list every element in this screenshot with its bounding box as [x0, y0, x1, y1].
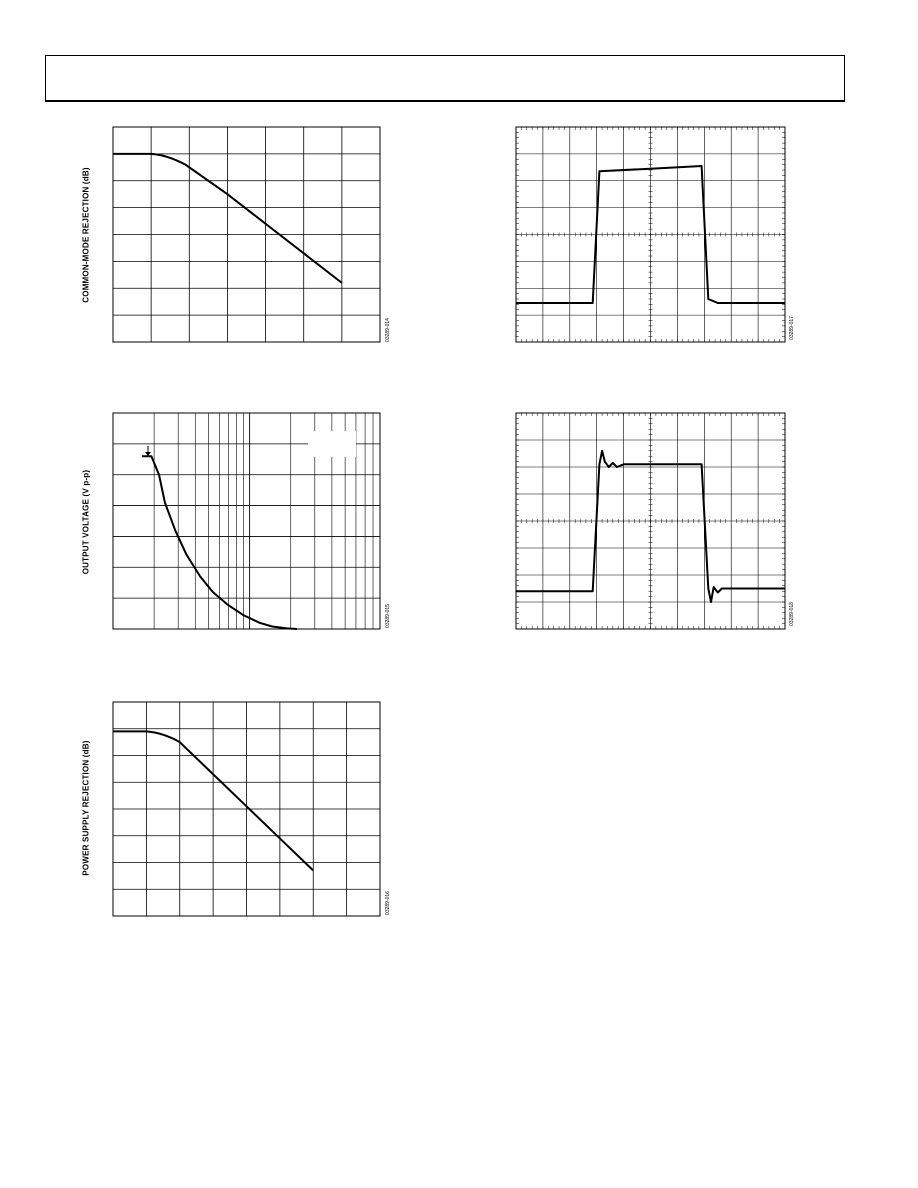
pulse-small-frame	[515, 412, 786, 630]
psr-series-line	[113, 730, 314, 872]
knee-arrowhead-icon	[145, 452, 151, 456]
page-header-box	[45, 55, 845, 102]
psr-frame	[112, 701, 381, 917]
psr-chart	[112, 701, 381, 917]
output-voltage-series-line	[142, 455, 298, 630]
cmr-series-line	[113, 152, 343, 284]
pulse-large-scope	[515, 126, 786, 343]
cmr-frame	[112, 126, 381, 343]
pulse-large-frame	[515, 126, 786, 343]
output-voltage-chart	[112, 412, 381, 630]
pulse-small-trace	[516, 449, 785, 603]
cmr-chart	[112, 126, 381, 343]
output-voltage-legend-blank	[308, 431, 356, 457]
pulse-small-scope	[515, 412, 786, 630]
output-voltage-frame	[112, 412, 381, 630]
pulse-large-trace	[516, 165, 785, 304]
